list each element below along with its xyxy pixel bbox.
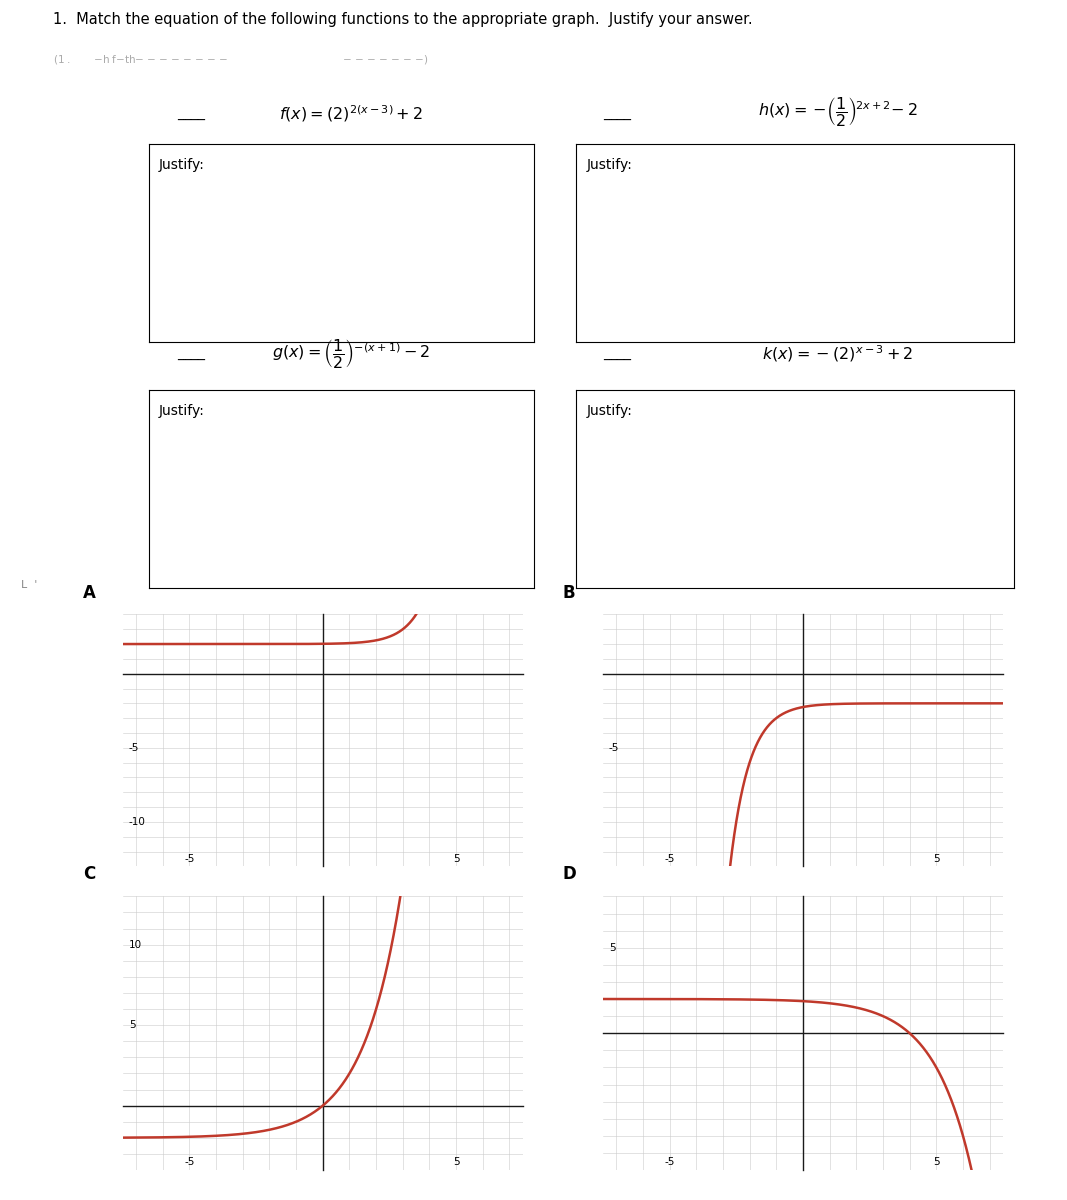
Text: -5: -5 (665, 1157, 674, 1168)
Text: C: C (83, 865, 95, 883)
Text: $g(x) = \left(\dfrac{1}{2}\right)^{-(x+1)} - 2$: $g(x) = \left(\dfrac{1}{2}\right)^{-(x+1… (272, 337, 430, 371)
Text: 5: 5 (452, 854, 460, 864)
Text: 5: 5 (129, 1020, 136, 1030)
Text: 5: 5 (933, 1157, 940, 1168)
Text: -5: -5 (185, 854, 194, 864)
Text: ____: ____ (177, 107, 205, 121)
Text: ____: ____ (177, 347, 205, 361)
Text: -5: -5 (609, 743, 619, 752)
Text: $\mathit{f}(x) = (2)^{2(x-3)} + 2$: $\mathit{f}(x) = (2)^{2(x-3)} + 2$ (280, 103, 423, 125)
Text: L  ': L ' (21, 580, 37, 590)
Text: Justify:: Justify: (587, 404, 633, 418)
Text: -5: -5 (129, 743, 139, 752)
Text: A: A (83, 583, 96, 601)
Text: -5: -5 (185, 1157, 194, 1168)
Text: $k(x) = -(2)^{x-3} + 2$: $k(x) = -(2)^{x-3} + 2$ (762, 343, 913, 365)
Text: $h(x) = -\!\left(\dfrac{1}{2}\right)^{\!2x+2}\! - 2$: $h(x) = -\!\left(\dfrac{1}{2}\right)^{\!… (758, 95, 918, 128)
Text: D: D (562, 865, 576, 883)
Text: -10: -10 (129, 817, 145, 827)
Text: B: B (562, 583, 575, 601)
Text: ____: ____ (603, 347, 631, 361)
Text: 5: 5 (452, 1157, 460, 1168)
Text: -5: -5 (665, 854, 674, 864)
Text: Justify:: Justify: (159, 404, 205, 418)
Text: 5: 5 (933, 854, 940, 864)
Text: ____: ____ (603, 107, 631, 121)
Text: 1.  Match the equation of the following functions to the appropriate graph.  Jus: 1. Match the equation of the following f… (53, 12, 753, 26)
Text: Justify:: Justify: (587, 158, 633, 172)
Text: Justify:: Justify: (159, 158, 205, 172)
Text: 10: 10 (129, 940, 142, 949)
Text: (1 .       $-$h f$-$th$-$ $-$ $-$ $-$ $-$ $-$ $-$ $-$                           : (1 . $-$h f$-$th$-$ $-$ $-$ $-$ $-$ $-$ … (53, 53, 429, 66)
Text: 5: 5 (609, 943, 616, 953)
